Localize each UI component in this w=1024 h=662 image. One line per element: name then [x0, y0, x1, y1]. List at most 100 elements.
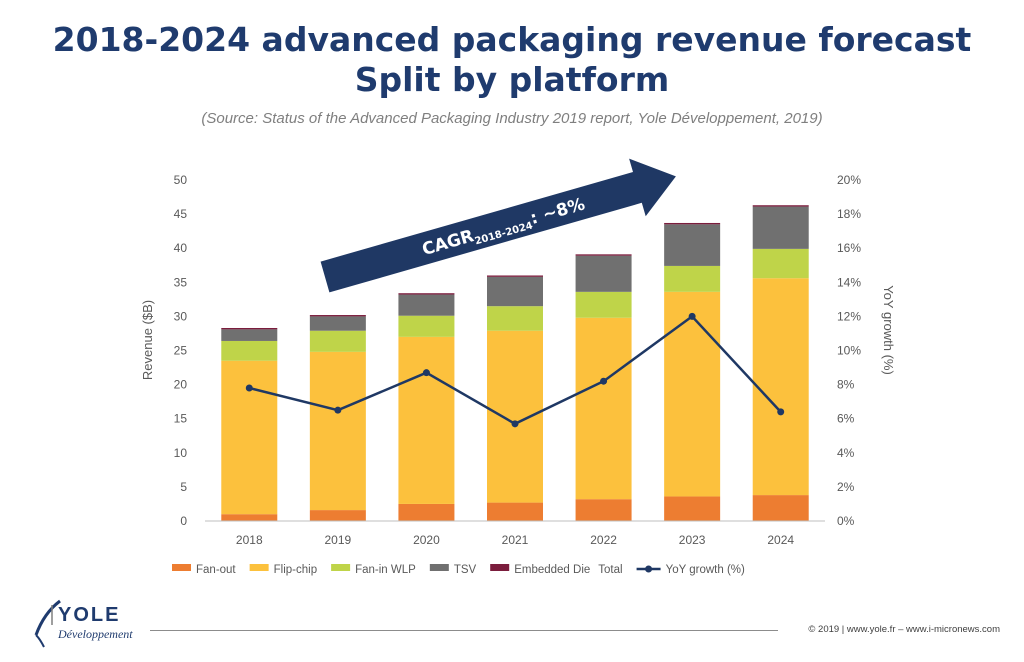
bar-flip-chip-2022: [575, 317, 632, 500]
bar-flip-chip-2020: [398, 336, 455, 504]
bar-fan-out-2020: [398, 503, 455, 521]
y2-tick-label: 10%: [837, 344, 861, 358]
y-tick-label: 20: [174, 378, 188, 392]
logo-name: YOLE: [58, 604, 121, 626]
bar-flip-chip-2018: [221, 360, 278, 515]
bar-tsv-2021: [487, 276, 543, 307]
y-tick-label: 30: [174, 309, 188, 323]
footer-copyright: © 2019 | www.yole.fr – www.i-micronews.c…: [808, 624, 1000, 635]
bar-embedded-die-2019: [309, 315, 366, 317]
yoy-point-2023: [688, 312, 696, 320]
legend-marker-yoy-growth: [645, 565, 653, 573]
y2-axis-title: YoY growth (%): [881, 285, 896, 375]
legend-label-embedded-die: Embedded Die: [514, 564, 590, 576]
bar-tsv-2018: [221, 329, 278, 341]
bar-fan-in-wlp-2019: [309, 330, 366, 352]
y-axis-title: Revenue ($B): [140, 300, 155, 380]
bars: [221, 205, 809, 521]
legend-label-flip-chip: Flip-chip: [274, 564, 317, 576]
y-tick-label: 5: [180, 480, 187, 494]
bar-tsv-2024: [752, 206, 809, 249]
y2-tick-label: 12%: [837, 309, 861, 323]
axes: 0 5 10 15 20 25 30 35 40 45 50 0% 2% 4% 6% 8% 10% 12% 14% 1…: [140, 173, 896, 547]
bar-fan-in-wlp-2023: [664, 265, 721, 292]
bar-fan-out-2023: [664, 496, 721, 521]
y2-tick-label: 18%: [837, 207, 861, 221]
bar-fan-out-2022: [575, 499, 632, 521]
yoy-point-2024: [777, 408, 785, 416]
bar-fan-in-wlp-2021: [487, 306, 543, 331]
legend-swatch-embedded-die: [490, 564, 510, 571]
bar-fan-in-wlp-2018: [221, 340, 278, 361]
yoy-point-2020: [422, 369, 430, 377]
bar-flip-chip-2019: [309, 351, 366, 511]
bar-embedded-die-2022: [575, 254, 632, 256]
bar-embedded-die-2024: [752, 205, 809, 207]
legend-label-fan-in-wlp: Fan-in WLP: [355, 564, 416, 576]
bar-embedded-die-2021: [487, 275, 543, 277]
y-tick-label: 0: [180, 514, 187, 528]
yoy-point-2018: [245, 384, 253, 392]
bar-embedded-die-2020: [398, 293, 455, 295]
bar-fan-in-wlp-2020: [398, 315, 455, 337]
legend-swatch-fan-in-wlp: [331, 564, 351, 571]
y2-tick-label: 20%: [837, 173, 861, 187]
x-tick-label: 2018: [236, 533, 263, 547]
bar-fan-in-wlp-2022: [575, 291, 632, 318]
yoy-point-2021: [511, 420, 519, 428]
legend-swatch-tsv: [429, 564, 449, 571]
bar-fan-out-2024: [752, 495, 809, 521]
revenue-chart: CAGR2018-2024: ~8% 051015202530354045500…: [140, 158, 896, 576]
x-tick-label: 2020: [413, 533, 440, 547]
bar-tsv-2023: [664, 224, 721, 266]
bar-tsv-2019: [309, 316, 366, 331]
bar-tsv-2020: [398, 294, 455, 316]
bar-fan-in-wlp-2024: [752, 248, 809, 279]
y-tick-label: 10: [174, 446, 188, 460]
yoy-line: [245, 312, 785, 428]
y-tick-label: 35: [174, 275, 188, 289]
y2-tick-label: 0%: [837, 514, 855, 528]
x-tick-label: 2021: [502, 533, 529, 547]
yole-logo-icon: [34, 599, 61, 648]
bar-flip-chip-2021: [487, 330, 543, 503]
y-tick-label: 50: [174, 173, 188, 187]
y2-tick-label: 6%: [837, 412, 855, 426]
legend-label-total: Total: [598, 564, 622, 576]
y2-tick-label: 16%: [837, 241, 861, 255]
bar-embedded-die-2023: [664, 222, 721, 225]
x-tick-label: 2024: [767, 533, 794, 547]
bar-tsv-2022: [575, 255, 632, 292]
yoy-point-2022: [600, 377, 608, 385]
y2-tick-label: 14%: [837, 275, 861, 289]
y-tick-label: 25: [174, 344, 188, 358]
legend-swatch-flip-chip: [249, 564, 269, 571]
page-subtitle: Split by platform: [354, 60, 670, 99]
legend-label-tsv: TSV: [454, 564, 477, 576]
bar-flip-chip-2023: [664, 291, 721, 497]
legend-swatch-fan-out: [172, 564, 191, 571]
x-tick-label: 2019: [325, 533, 352, 547]
cagr-arrow-shape: [320, 158, 676, 293]
legend: Fan-out Flip-chip Fan-in WLP TSV Embedded Di…: [172, 564, 745, 576]
bar-embedded-die-2018: [221, 327, 278, 330]
x-tick-label: 2022: [590, 533, 617, 547]
legend-label-yoy-growth: YoY growth (%): [666, 564, 745, 576]
footer-divider: [150, 630, 778, 631]
y-tick-label: 40: [174, 241, 188, 255]
bar-fan-out-2019: [309, 510, 366, 521]
x-tick-label: 2023: [679, 533, 706, 547]
legend-label-fan-out: Fan-out: [196, 564, 236, 576]
y2-tick-label: 4%: [837, 446, 855, 460]
y2-tick-label: 8%: [837, 378, 855, 392]
source-note: (Source: Status of the Advanced Packagin…: [201, 110, 823, 127]
y2-tick-label: 2%: [837, 480, 855, 494]
y-tick-label: 15: [174, 412, 188, 426]
bar-fan-out-2018: [221, 514, 278, 521]
yoy-point-2019: [334, 406, 342, 414]
y-tick-label: 45: [174, 207, 188, 221]
page-title: 2018-2024 advanced packaging revenue for…: [52, 20, 972, 59]
bar-fan-out-2021: [487, 502, 543, 521]
logo-subtitle: Développement: [58, 627, 133, 641]
bar-flip-chip-2024: [752, 278, 809, 496]
